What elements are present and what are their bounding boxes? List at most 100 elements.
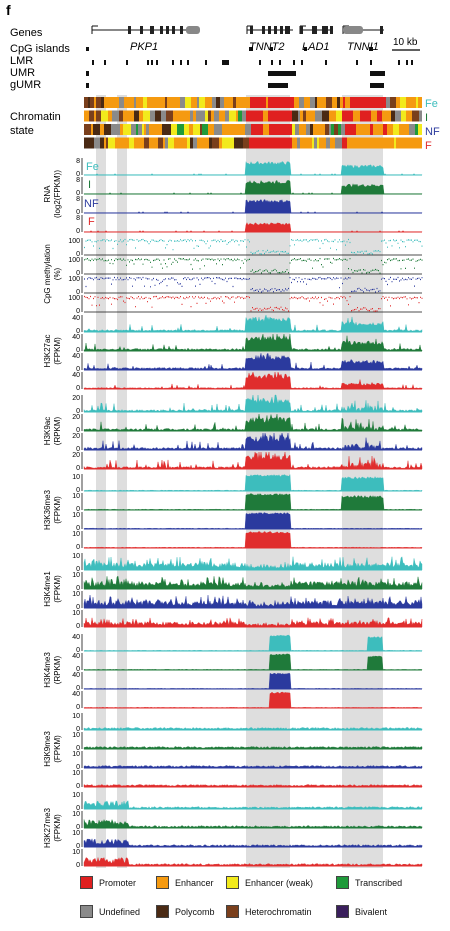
legend-label: Enhancer (weak): [245, 877, 314, 888]
chromatin-state-segment: [337, 97, 340, 108]
chromatin-state-segment: [94, 110, 96, 122]
chromatin-state-segment: [329, 110, 333, 122]
axis-tick-min: 0: [76, 805, 80, 812]
axis-tick-min: 0: [76, 328, 80, 335]
umr-mark: [268, 71, 296, 76]
track-group-unit: (FPKM): [53, 337, 62, 365]
cpg-island: [270, 47, 273, 51]
axis-tick-min: 0: [76, 251, 80, 258]
chromatin-state-segment: [238, 124, 241, 135]
chromatin-state-segment: [386, 110, 391, 122]
chromatin-state-segment: [357, 97, 361, 108]
chromatin-state-segment: [175, 110, 179, 122]
chromatin-state-segment: [350, 97, 357, 108]
umr-mark: [370, 71, 385, 76]
chromatin-state-segment: [390, 97, 392, 108]
chromatin-state-segment: [143, 97, 147, 108]
chromatin-state-segment: [101, 97, 104, 108]
chromatin-state-segment: [306, 110, 310, 122]
lmr-mark: [301, 60, 303, 65]
chromatin-state-segment: [401, 110, 406, 122]
chromatin-state-segment: [313, 124, 319, 135]
chromatin-state-segment: [297, 137, 300, 149]
gene-exon: [180, 26, 183, 34]
chromatin-state-segment: [143, 110, 150, 122]
chromatin-state-segment: [288, 97, 294, 108]
chromatin-state-segment: [406, 137, 412, 149]
chromatin-state-segment: [233, 124, 235, 135]
methylation-points: [84, 257, 423, 274]
legend-item-promoter: Promoter: [80, 876, 136, 889]
panel-label: f: [6, 2, 11, 18]
chromatin-state-segment: [127, 137, 129, 149]
chromatin-state-segment: [417, 137, 419, 149]
chromatin-state-segment: [222, 124, 229, 135]
chromatin-state-segment: [94, 97, 96, 108]
chromatin-state-segment: [288, 110, 290, 122]
chromatin-state-segment: [394, 137, 396, 149]
chromatin-state-segment: [129, 137, 134, 149]
gene-exon: [166, 26, 169, 34]
chromatin-state-segment: [266, 97, 268, 108]
chromatin-state-segment: [187, 124, 189, 135]
chromatin-label-line2: state: [10, 125, 34, 137]
chromatin-state-segment: [150, 110, 155, 122]
chromatin-state-segment: [207, 137, 209, 149]
chromatin-state-segment: [93, 124, 97, 135]
chromatin-state-segment: [345, 137, 347, 149]
chromatin-state-segment: [211, 110, 214, 122]
chromatin-state-segment: [217, 124, 222, 135]
signal-area: [83, 371, 423, 390]
chromatin-state-segment: [158, 137, 163, 149]
gene-name-tnnt2: TNNT2: [249, 41, 284, 53]
lmr-mark: [147, 60, 149, 65]
chromatin-state-segment: [338, 124, 341, 135]
chromatin-state-segment: [373, 124, 377, 135]
axis-tick-max: 10: [72, 493, 80, 500]
chromatin-state-segment: [108, 137, 115, 149]
lmr-mark: [406, 60, 408, 65]
chromatin-state-segment: [179, 110, 184, 122]
chromatin-state-segment: [228, 137, 234, 149]
chromatin-state-segment: [259, 110, 263, 122]
chromatin-state-segment: [224, 97, 227, 108]
axis-tick-max: 40: [72, 315, 80, 322]
chromatin-state-segment: [263, 124, 269, 135]
chromatin-state-segment: [208, 124, 211, 135]
gene-exon: [322, 26, 328, 34]
signal-area: [83, 394, 423, 413]
chromatin-state-segment: [277, 110, 281, 122]
chromatin-state-segment: [350, 124, 356, 135]
lmr-mark: [151, 60, 153, 65]
axis-tick-min: 0: [76, 487, 80, 494]
chromatin-state-segment: [329, 124, 331, 135]
chromatin-state-segment: [155, 110, 161, 122]
chromatin-state-segment: [261, 97, 266, 108]
axis-tick-min: 0: [76, 270, 80, 277]
chromatin-state-segment: [144, 137, 149, 149]
lmr-mark: [279, 60, 281, 65]
chromatin-state-segment: [283, 124, 286, 135]
gene-utr: [186, 26, 200, 34]
chromatin-state-segment: [342, 110, 349, 122]
scale-bar-label: 10 kb: [393, 37, 418, 48]
chromatin-state-segment: [314, 137, 317, 149]
chromatin-state-segment: [300, 110, 303, 122]
methylation-points: [84, 295, 423, 312]
gene-name-tnni1: TNNI1: [347, 41, 379, 53]
chromatin-state-segment: [383, 124, 387, 135]
chromatin-state-segment: [241, 124, 245, 135]
cpg-island: [86, 47, 89, 51]
axis-tick-min: 0: [76, 566, 80, 573]
signal-area: [83, 451, 423, 470]
highlight-regions: [96, 95, 383, 868]
chromatin-state-segment: [187, 137, 190, 149]
chromatin-state-segment: [190, 137, 193, 149]
chromatin-state-segment: [227, 97, 233, 108]
chromatin-state-segment: [391, 110, 395, 122]
axis-tick-min: 0: [76, 190, 80, 197]
chromatin-state-segment: [120, 137, 127, 149]
chromatin-state-segment: [370, 124, 373, 135]
track-group-unit: (%): [53, 267, 62, 280]
chromatin-state-segment: [377, 97, 382, 108]
